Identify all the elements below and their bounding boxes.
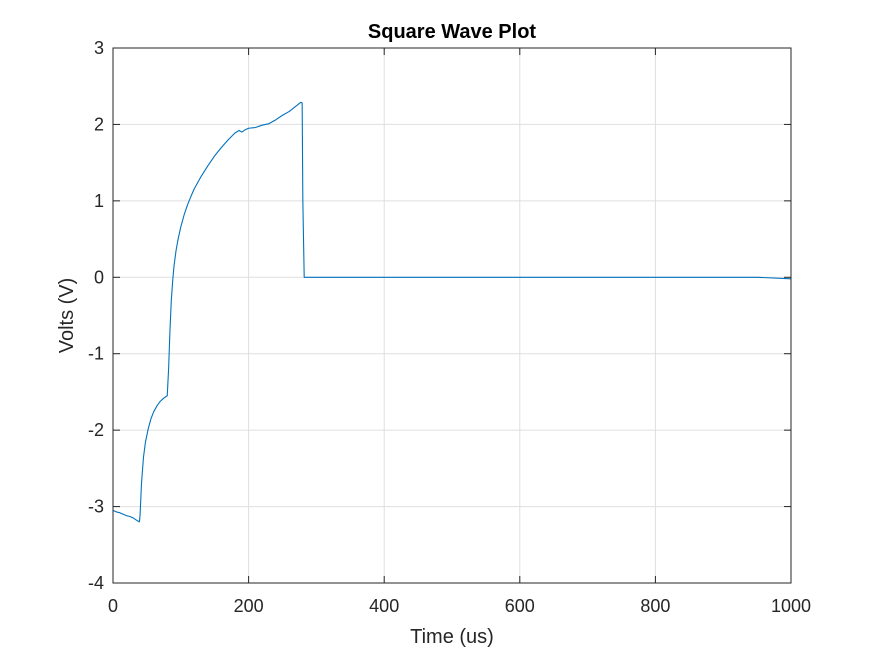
- y-tick-label: 1: [94, 191, 104, 211]
- chart-title: Square Wave Plot: [368, 21, 537, 43]
- series-line: [112, 101, 792, 523]
- y-axis-label: Volts (V): [56, 278, 78, 354]
- y-tick-label: -4: [88, 573, 104, 593]
- y-tick-label: -1: [88, 344, 104, 364]
- x-tick-label: 800: [640, 596, 670, 616]
- y-tick-label: -3: [88, 497, 104, 517]
- x-tick-label: 0: [108, 596, 118, 616]
- x-tick-label: 600: [505, 596, 535, 616]
- plot-area: [112, 101, 792, 523]
- grid: [113, 48, 791, 583]
- x-tick-label: 1000: [771, 596, 811, 616]
- x-tick-label: 200: [234, 596, 264, 616]
- y-tick-label: 2: [94, 114, 104, 134]
- tick-labels: 0 200 400 600 800 1000 -4 -3 -2 -1 0 1 2 3: [88, 38, 811, 616]
- y-tick-label: -2: [88, 420, 104, 440]
- y-tick-label: 3: [94, 38, 104, 58]
- x-axis-label: Time (us): [410, 626, 494, 648]
- y-tick-label: 0: [94, 267, 104, 287]
- axes-box: [112, 47, 792, 584]
- ticks: [112, 47, 792, 584]
- x-tick-label: 400: [369, 596, 399, 616]
